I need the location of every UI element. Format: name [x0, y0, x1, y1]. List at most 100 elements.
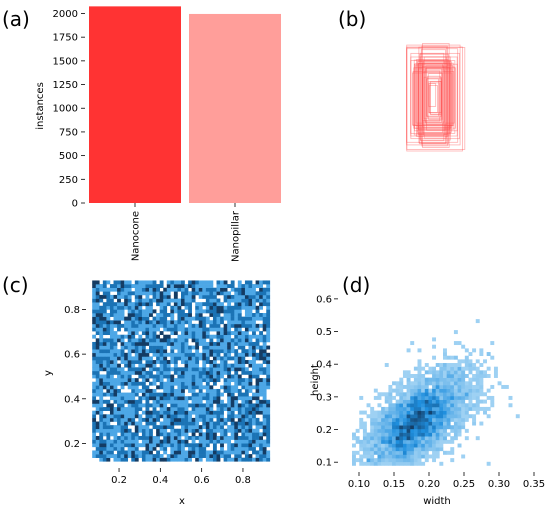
xy-heatmap-cell	[216, 309, 221, 314]
size-heatmap-cell	[410, 384, 415, 389]
xy-heatmap-cell	[152, 443, 157, 448]
xy-heatmap-cell	[109, 334, 114, 339]
xy-heatmap-cell	[106, 428, 111, 433]
xy-heatmap-cell	[205, 385, 210, 390]
size-heatmap-cell	[472, 377, 477, 382]
xy-heatmap-cell	[113, 454, 118, 458]
size-heatmap-cell	[417, 363, 422, 367]
size-heatmap-xlabel: width	[423, 496, 451, 507]
size-heatmap-cell	[399, 421, 404, 426]
size-heatmap-cell	[486, 395, 491, 400]
xy-heatmap-cell	[145, 327, 150, 332]
size-heatmap-cell	[493, 366, 498, 371]
xy-heatmap-cell	[127, 421, 132, 426]
xy-heatmap-cell	[170, 309, 175, 314]
xy-heatmap-cell	[202, 320, 207, 325]
xy-heatmap-cell	[248, 349, 253, 354]
xy-heatmap-cell	[266, 414, 271, 419]
size-heatmap-cell	[428, 392, 433, 397]
xy-heatmap-cell	[131, 381, 136, 386]
size-heatmap-cell	[388, 392, 393, 397]
xy-heatmap-cell	[177, 421, 182, 426]
xy-heatmap-cell	[237, 334, 242, 339]
box-outline	[427, 73, 443, 120]
xy-heatmap-cell	[191, 334, 196, 339]
size-heatmap-cell	[432, 355, 437, 360]
size-heatmap-cell	[421, 432, 426, 437]
xy-heatmap-cell	[205, 454, 210, 458]
size-heatmap-cell	[424, 392, 429, 397]
xy-heatmap-cell	[212, 320, 217, 325]
xy-heatmap-cell	[127, 454, 132, 458]
xy-heatmap-cell	[99, 374, 104, 379]
xy-heatmap-cell	[259, 421, 263, 426]
box-outline	[419, 53, 449, 145]
xy-heatmap-cell	[109, 407, 114, 411]
xy-heatmap-cell	[252, 428, 256, 433]
xy-heatmap-cell	[170, 349, 175, 354]
xy-heatmap-cell	[188, 313, 192, 317]
xy-heatmap-cell	[234, 294, 239, 299]
xy-heatmap-cell	[184, 399, 189, 404]
size-heatmap-cell	[443, 450, 447, 455]
size-heatmap-cell	[439, 403, 444, 408]
xy-heatmap-cell	[177, 287, 182, 292]
xy-heatmap-cell	[266, 313, 271, 317]
size-heatmap-cell	[359, 410, 364, 415]
xy-heatmap-cell	[198, 323, 203, 328]
size-heatmap-cell	[381, 454, 386, 459]
size-heatmap-cell	[395, 403, 400, 408]
xy-heatmap-cell	[241, 367, 246, 372]
xy-heatmap-cell	[156, 349, 160, 354]
xy-heatmap-cell	[92, 356, 97, 361]
xy-heatmap-cell	[173, 446, 178, 451]
xy-heatmap-cell	[99, 385, 104, 390]
box-outline	[417, 68, 453, 128]
xy-heatmap-cell	[248, 305, 253, 310]
xy-heatmap-cell	[131, 334, 136, 339]
xy-heatmap-cell	[212, 388, 217, 393]
size-heatmap-cell	[457, 366, 462, 371]
xy-heatmap-cell	[95, 410, 100, 415]
xy-heatmap-cell	[181, 334, 185, 339]
xy-heatmap-cell	[198, 443, 203, 448]
xy-heatmap-cell	[195, 378, 200, 383]
xy-heatmap-cell	[106, 313, 111, 317]
xy-heatmap-cell	[220, 407, 224, 411]
size-heatmap-cell	[402, 417, 407, 422]
xy-heatmap-cell	[102, 331, 107, 336]
xy-heatmap-cell	[237, 446, 242, 451]
xy-heatmap-cell	[188, 349, 192, 354]
xy-heatmap-cell	[191, 410, 196, 415]
xy-heatmap-cell	[209, 341, 214, 346]
xy-heatmap-cell	[266, 439, 271, 444]
xy-heatmap-cell	[248, 439, 253, 444]
xy-heatmap-cell	[117, 421, 121, 426]
xy-heatmap-cell	[141, 313, 146, 317]
xy-heatmap-cell	[177, 446, 182, 451]
xy-heatmap-cell	[149, 414, 153, 419]
xy-heatmap-cell	[138, 399, 143, 404]
xy-heatmap-cell	[156, 439, 160, 444]
xy-heatmap-cell	[262, 388, 267, 393]
xy-heatmap-cell	[177, 302, 182, 307]
size-heatmap-cell	[370, 458, 375, 463]
xy-heatmap-ytick-label: 0.4	[64, 394, 80, 405]
xy-heatmap-cell	[109, 428, 114, 433]
size-heatmap-cell	[479, 363, 484, 367]
xy-heatmap-cell	[145, 291, 150, 296]
xy-heatmap-cell	[109, 284, 114, 288]
size-heatmap-cell	[453, 425, 458, 430]
size-heatmap-cell	[395, 410, 400, 415]
xy-heatmap-cell	[92, 432, 97, 437]
xy-heatmap-cell	[205, 305, 210, 310]
xy-heatmap-cell	[205, 450, 210, 455]
size-heatmap-cell	[417, 399, 422, 404]
xy-heatmap-cell	[149, 392, 153, 397]
xy-heatmap-cell	[184, 294, 189, 299]
xy-heatmap-cell	[188, 360, 192, 364]
xy-heatmap-cell	[259, 349, 263, 354]
xy-heatmap-cell	[244, 331, 249, 336]
xy-heatmap-cell	[209, 417, 214, 422]
xy-heatmap-cell	[141, 316, 146, 321]
